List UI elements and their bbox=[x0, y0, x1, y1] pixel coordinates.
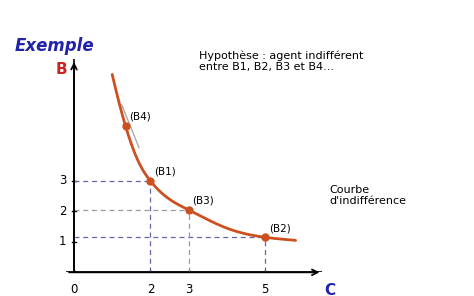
Text: 5: 5 bbox=[261, 283, 269, 296]
Text: Hypothèse : agent indifférent
entre B1, B2, B3 et B4...: Hypothèse : agent indifférent entre B1, … bbox=[199, 50, 364, 73]
Text: (B4): (B4) bbox=[128, 112, 150, 122]
Text: Exemple: Exemple bbox=[14, 37, 94, 55]
Text: SciencesPo: SciencesPo bbox=[7, 8, 86, 21]
Text: 0: 0 bbox=[70, 283, 78, 296]
Text: (B1): (B1) bbox=[154, 166, 176, 176]
Text: (B3): (B3) bbox=[192, 195, 214, 205]
Text: Courbe
d'indifférence: Courbe d'indifférence bbox=[329, 185, 406, 206]
Text: 1: 1 bbox=[59, 235, 66, 248]
Text: B: B bbox=[55, 62, 67, 77]
Text: (B2): (B2) bbox=[269, 224, 291, 234]
Text: 2: 2 bbox=[59, 205, 66, 218]
Text: 3: 3 bbox=[185, 283, 192, 296]
Text: 3: 3 bbox=[59, 174, 66, 187]
Text: C: C bbox=[324, 283, 336, 296]
Text: 2: 2 bbox=[146, 283, 154, 296]
